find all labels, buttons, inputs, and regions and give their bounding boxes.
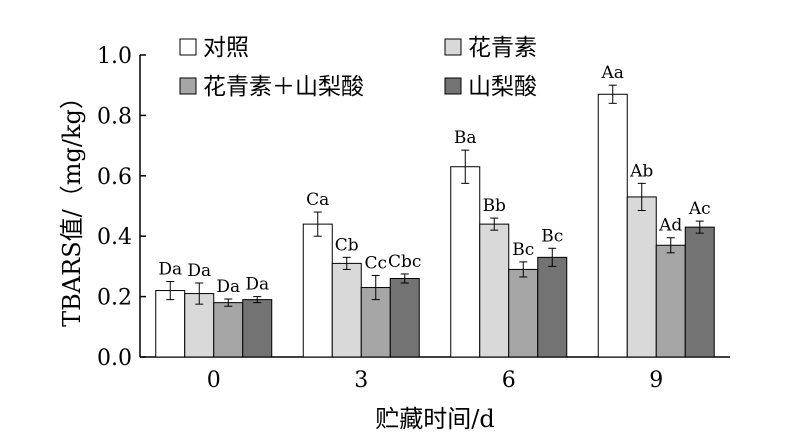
bar (684, 226, 715, 358)
y-tick-label: 0.0 (97, 346, 132, 371)
x-tick-label: 0 (207, 368, 221, 393)
data-label: Ad (658, 216, 682, 236)
data-label: Ca (306, 190, 329, 210)
data-label: Ab (629, 161, 653, 181)
x-tick-label: 3 (354, 368, 368, 393)
y-axis-title: TBARS值/（mg/kg） (58, 85, 86, 327)
data-label: Bc (541, 226, 563, 246)
x-tick-label: 9 (649, 368, 663, 393)
bar (479, 223, 510, 358)
y-tick-label: 0.2 (97, 286, 132, 311)
y-tick-label: 0.6 (97, 165, 132, 190)
legend-label: 山梨酸 (468, 74, 537, 100)
axes: 0.0 0.2 0.4 0.6 0.8 1.0 0 3 6 9 (97, 44, 730, 393)
data-label: Cc (364, 253, 387, 273)
x-tick-label: 6 (502, 368, 516, 393)
data-label: Ba (454, 128, 477, 148)
bar (331, 262, 362, 358)
data-label: Bc (512, 240, 534, 260)
data-label: Cb (335, 235, 359, 255)
bar (155, 290, 186, 358)
bar (597, 93, 628, 358)
legend-label: 对照 (203, 35, 249, 61)
data-label: Da (245, 275, 269, 295)
legend-swatch (444, 77, 462, 95)
data-label: Aa (601, 63, 624, 83)
legend-swatch (179, 38, 197, 56)
bar (508, 268, 539, 358)
legend-label: 花青素＋山梨酸 (203, 74, 364, 100)
y-tick-label: 1.0 (97, 44, 132, 69)
bar (537, 256, 568, 358)
bar (450, 166, 481, 358)
data-label: Da (158, 260, 182, 280)
legend-swatch (179, 77, 197, 95)
data-label: Da (187, 261, 211, 281)
x-axis-title: 贮藏时间/d (375, 405, 494, 433)
bar (626, 196, 657, 358)
bar (655, 244, 686, 358)
bar (389, 277, 420, 358)
data-label: Da (216, 277, 240, 297)
y-tick-label: 0.4 (97, 225, 132, 250)
legend-swatch (444, 38, 462, 56)
data-label: Cbc (388, 252, 421, 272)
legend-label: 花青素 (468, 35, 537, 61)
bar (302, 223, 333, 358)
bar (242, 299, 273, 358)
y-tick-label: 0.8 (97, 104, 132, 129)
bar (213, 302, 244, 358)
data-label: Ac (688, 199, 711, 219)
data-label: Bb (483, 196, 506, 216)
